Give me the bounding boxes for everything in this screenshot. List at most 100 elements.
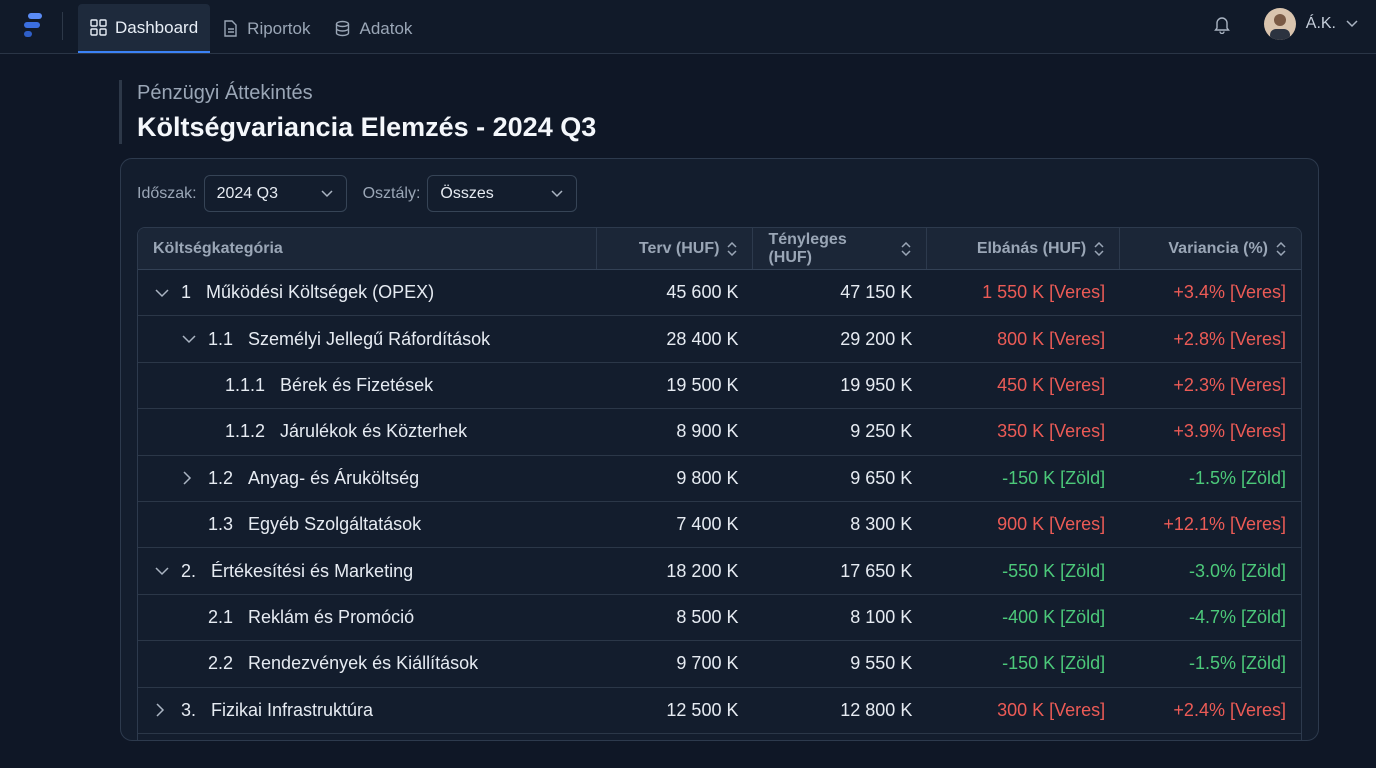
variance-cell: +2.3% [Veres] [1173, 374, 1286, 395]
plan-cell: 19 500 K [666, 374, 739, 395]
table-row: 1 Működési Költségek (OPEX) 45 600 K 47 150… [138, 270, 1301, 317]
plan-cell: 9 700 K [676, 653, 739, 674]
row-number: 2.1 [208, 606, 234, 627]
row-number: 2. [181, 560, 197, 581]
row-label: Járulékok és Közterhek [280, 421, 468, 442]
sort-icon [901, 241, 911, 256]
row-label: Egyéb Szolgáltatások [248, 514, 422, 535]
row-number: 3. [181, 699, 197, 720]
variance-cell: -3.0% [Zöld] [1188, 560, 1286, 581]
sort-icon [1276, 241, 1286, 256]
dropdown-chevron [550, 189, 564, 198]
table-row: 1.3 Egyéb Szolgáltatások 7 400 K 8 300 K 900… [138, 502, 1301, 549]
column-title: Elbánás (HUF) [976, 239, 1087, 257]
column-header[interactable]: Terv (HUF) [597, 228, 754, 269]
variance-cell: -1.5% [Zöld] [1188, 467, 1286, 488]
variance-cell: +3.9% [Veres] [1173, 421, 1286, 442]
tabs: Dashboard Riportok Adatok [78, 4, 424, 53]
row-number: 1.1.1 [225, 374, 266, 395]
table-row: 3. Fizikai Infrastruktúra 12 500 K 12 800 K… [138, 688, 1301, 734]
plan-cell: 8 500 K [676, 606, 739, 627]
filter-select[interactable]: 2024 Q3 [203, 175, 347, 212]
divider [62, 12, 63, 40]
actual-cell: 9 550 K [850, 653, 913, 674]
filter-value: 2024 Q3 [216, 184, 278, 202]
avatar[interactable] [1263, 8, 1296, 40]
column-title: Tényleges (HUF) [768, 230, 847, 266]
row-label: Reklám és Promóció [248, 606, 415, 627]
row-number: 1.3 [208, 514, 234, 535]
table-row: 1.2 Anyag- és Áruköltség 9 800 K 9 650 K -15… [138, 456, 1301, 502]
row-expander[interactable] [182, 334, 202, 344]
actual-cell: 29 200 K [840, 328, 913, 349]
nav-tab[interactable]: Dashboard [78, 4, 211, 53]
variance-cell: -4.7% [Zöld] [1188, 606, 1286, 627]
nav-tab[interactable]: Adatok [322, 4, 424, 53]
tab-icon [334, 20, 351, 37]
category-cell: 1.1.2 Járulékok és Közterhek [138, 409, 597, 454]
plan-cell: 8 900 K [676, 421, 739, 442]
filter-select[interactable]: Összes [427, 175, 578, 212]
row-expander[interactable] [155, 703, 175, 717]
table-row: 1.1 Személyi Jellegű Ráfordítások 28 400 K… [138, 316, 1301, 363]
row-label: Bérek és Fizetések [280, 374, 434, 395]
row-label: Működési Költségek (OPEX) [206, 282, 435, 303]
diff-cell: 900 K [Veres] [997, 514, 1106, 535]
table-header: Költségkategória Terv (HUF) Tényleges (HUF… [138, 228, 1301, 270]
category-cell: 1.1.1 Bérek és Fizetések [138, 363, 597, 408]
top-nav: Dashboard Riportok Adatok Á.K. [0, 0, 1376, 54]
diff-cell: 800 K [Veres] [997, 328, 1106, 349]
category-cell: 1.1 Személyi Jellegű Ráfordítások [138, 316, 597, 361]
plan-cell: 12 500 K [666, 699, 739, 720]
category-cell: 3. Fizikai Infrastruktúra [138, 688, 597, 733]
table: Költségkategória Terv (HUF) Tényleges (HUF… [137, 227, 1302, 740]
nav-tab[interactable]: Riportok [210, 4, 322, 53]
diff-cell: -150 K [Zöld] [1002, 653, 1106, 674]
user-area: Á.K. [1212, 8, 1358, 40]
table-row: 2.2 Rendezvények és Kiállítások 9 700 K 9 5… [138, 641, 1301, 688]
table-row: 2. Értékesítési és Marketing 18 200 K 17 65… [138, 548, 1301, 595]
variance-cell: +12.1% [Veres] [1163, 514, 1286, 535]
variance-cell: -1.5% [Zöld] [1188, 653, 1286, 674]
column-title: Terv (HUF) [638, 239, 720, 257]
table-row: 2.1 Reklám és Promóció 8 500 K 8 100 K -400 … [138, 595, 1301, 642]
actual-cell: 8 100 K [850, 606, 913, 627]
row-expander[interactable] [182, 471, 202, 485]
actual-cell: 17 650 K [840, 560, 913, 581]
user-name[interactable]: Á.K. [1305, 15, 1336, 32]
column-header[interactable]: Elbánás (HUF) [927, 228, 1121, 269]
plan-cell: 45 600 K [666, 282, 739, 303]
row-number: 2.2 [208, 653, 234, 674]
accent-bar [119, 80, 122, 144]
dropdown-chevron [320, 189, 334, 198]
panel: Időszak: 2024 Q3 Osztály: Összes Költségkat… [120, 158, 1319, 741]
variance-cell: +2.8% [Veres] [1173, 328, 1286, 349]
variance-cell: +3.4% [Veres] [1173, 282, 1286, 303]
bell-icon[interactable] [1212, 14, 1232, 34]
diff-cell: 350 K [Veres] [997, 421, 1106, 442]
plan-cell: 18 200 K [666, 560, 739, 581]
filter-label: Osztály: [362, 184, 421, 202]
diff-cell: 300 K [Veres] [997, 699, 1106, 720]
row-number: 1.1.2 [225, 421, 266, 442]
actual-cell: 9 250 K [850, 421, 913, 442]
actual-cell: 12 800 K [840, 699, 913, 720]
category-cell: 1.2 Anyag- és Áruköltség [138, 456, 597, 501]
row-expander[interactable] [155, 288, 175, 298]
category-cell: 1 Működési Költségek (OPEX) [138, 270, 597, 315]
row-label: Értékesítési és Marketing [211, 560, 414, 581]
row-expander[interactable] [155, 566, 175, 576]
category-cell: 2. Értékesítési és Marketing [138, 548, 597, 593]
actual-cell: 9 650 K [850, 467, 913, 488]
logo[interactable] [22, 12, 44, 38]
column-header[interactable]: Variancia (%) [1120, 228, 1301, 269]
variance-cell: +2.4% [Veres] [1173, 699, 1286, 720]
category-cell: 2.2 Rendezvények és Kiállítások [138, 641, 597, 686]
chevron [1346, 20, 1358, 28]
subtitle: Pénzügyi Áttekintés [137, 82, 313, 104]
column-title: Költségkategória [153, 239, 283, 257]
column-header[interactable]: Tényleges (HUF) [753, 228, 928, 269]
plan-cell: 7 400 K [676, 514, 739, 535]
